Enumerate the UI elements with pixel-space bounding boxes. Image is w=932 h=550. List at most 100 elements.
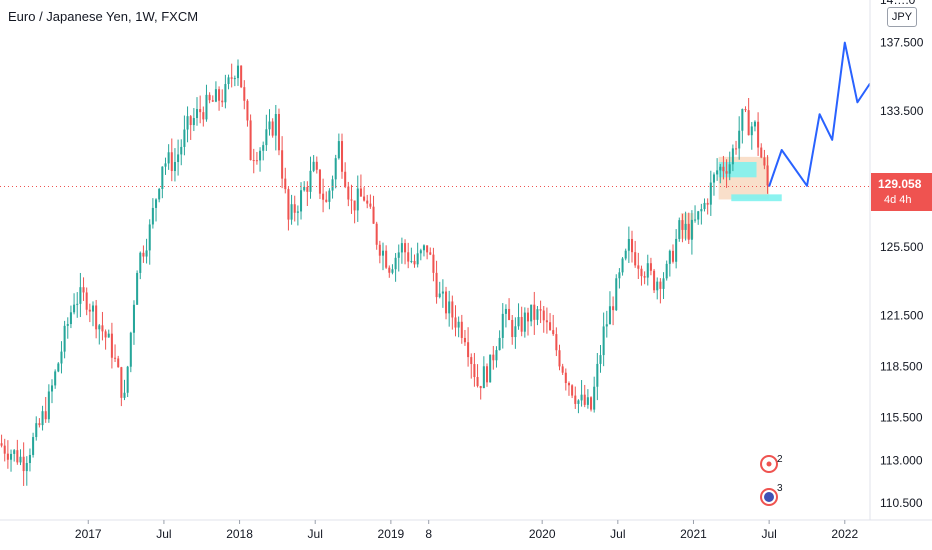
candle-body xyxy=(735,148,738,150)
candle-body xyxy=(426,245,429,253)
price-axis[interactable] xyxy=(870,0,932,520)
candle-body xyxy=(274,113,277,136)
candle-body xyxy=(697,211,700,220)
candle-body xyxy=(630,238,634,253)
candle-body xyxy=(306,187,309,192)
candle-body xyxy=(473,364,476,378)
candle-body xyxy=(60,351,63,364)
candle-body xyxy=(91,305,95,312)
candle-body xyxy=(605,324,608,327)
candle-body xyxy=(438,293,441,298)
candle-body xyxy=(82,287,85,293)
candle-body xyxy=(372,206,375,224)
time-tick-label: Jul xyxy=(761,527,776,541)
candle-body xyxy=(416,253,419,265)
candle-body xyxy=(467,342,470,358)
candle-body xyxy=(508,308,511,320)
candle-body xyxy=(530,304,533,322)
candle-body xyxy=(542,310,545,321)
candle-body xyxy=(322,193,325,200)
event-marker-3[interactable]: 3 xyxy=(760,483,783,506)
candle-body xyxy=(54,371,57,386)
candle-body xyxy=(158,188,161,200)
candle-body xyxy=(709,182,712,205)
candle-body xyxy=(703,202,706,210)
candle-body xyxy=(504,308,507,314)
candle-body xyxy=(545,320,548,323)
candle-body xyxy=(690,219,693,240)
candle-body xyxy=(378,244,381,256)
candle-body xyxy=(381,250,385,256)
candle-body xyxy=(287,189,290,220)
candle-body xyxy=(675,238,678,262)
price-tick-label: 115.500 xyxy=(880,411,923,425)
zone-support-line xyxy=(731,194,782,202)
candle-body xyxy=(489,354,492,383)
candle-body xyxy=(684,223,687,230)
candle-body xyxy=(457,321,460,328)
candle-body xyxy=(41,411,44,426)
zone-demand xyxy=(680,213,694,239)
candle-body xyxy=(567,383,570,386)
time-tick-label: Jul xyxy=(156,527,171,541)
candle-body xyxy=(712,174,715,183)
event-marker-2[interactable]: 2 xyxy=(760,454,783,473)
candle-body xyxy=(192,118,195,126)
candle-body xyxy=(16,450,19,463)
time-tick-label: 2019 xyxy=(378,527,405,541)
candle-body xyxy=(10,453,13,460)
candle-body xyxy=(57,363,60,372)
candle-body xyxy=(397,252,400,258)
candle-body xyxy=(608,306,611,325)
candle-body xyxy=(369,203,372,207)
price-tick-label: 121.500 xyxy=(880,308,924,322)
candle-body xyxy=(671,250,675,262)
price-tick-label: 14….0 xyxy=(880,0,916,7)
candle-body xyxy=(249,120,252,161)
candle-body xyxy=(536,309,539,320)
candle-body xyxy=(700,209,703,212)
candle-body xyxy=(50,385,54,392)
candle-body xyxy=(596,363,599,387)
candle-body xyxy=(593,386,596,410)
projection-path xyxy=(768,41,871,187)
candle-body xyxy=(0,443,3,446)
candle-body xyxy=(252,160,255,162)
candle-body xyxy=(687,223,690,240)
candle-body xyxy=(262,145,265,151)
candle-body xyxy=(558,350,561,367)
candle-body xyxy=(637,265,640,269)
candle-body xyxy=(236,65,240,79)
candle-body xyxy=(107,333,110,338)
candle-body xyxy=(114,357,117,359)
candle-body xyxy=(476,377,479,387)
candle-body xyxy=(445,291,448,314)
candle-body xyxy=(659,281,662,289)
candle-body xyxy=(375,223,378,245)
candle-body xyxy=(555,334,558,351)
candle-body xyxy=(498,337,501,351)
candle-body xyxy=(290,204,293,220)
candle-body xyxy=(602,326,605,356)
candle-body xyxy=(753,121,756,127)
time-tick-label: 2020 xyxy=(529,527,556,541)
time-axis[interactable] xyxy=(0,520,932,550)
candle-body xyxy=(643,276,646,278)
last-price-value: 129.058 xyxy=(878,177,922,191)
candle-body xyxy=(300,190,303,212)
candle-body xyxy=(69,312,72,325)
candle-body xyxy=(246,100,249,121)
event-marker-2-label: 2 xyxy=(777,454,783,465)
candle-body xyxy=(656,281,659,291)
currency-badge[interactable]: JPY xyxy=(887,7,917,27)
candle-body xyxy=(627,238,630,251)
candle-body xyxy=(485,366,489,383)
candle-body xyxy=(110,333,113,358)
candle-body xyxy=(85,292,88,310)
candle-body xyxy=(233,78,236,80)
candle-body xyxy=(526,312,530,322)
candle-body xyxy=(73,304,76,313)
candle-body xyxy=(586,397,589,405)
